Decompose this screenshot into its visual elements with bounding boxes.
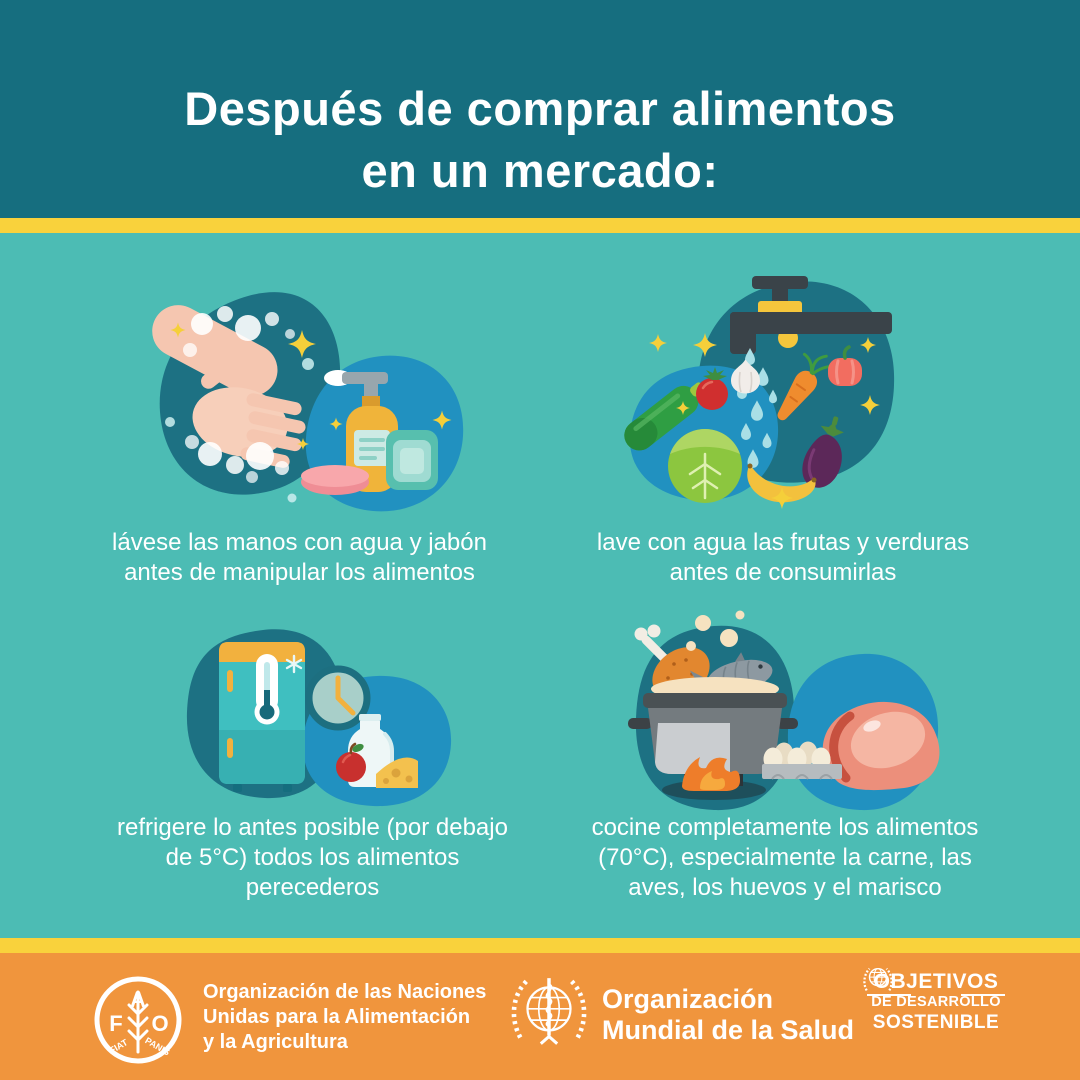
flame-icon bbox=[682, 757, 740, 791]
snowflake-icon bbox=[285, 654, 303, 674]
tip-wash-hands-caption: lávese las manos con agua y jabón antes … bbox=[112, 529, 487, 586]
fao-motto-fiat: FIAT bbox=[108, 1037, 130, 1056]
washing-fruits-vegetables-icon bbox=[624, 276, 895, 509]
wheat-stalk bbox=[127, 990, 149, 1054]
pot-icon bbox=[628, 677, 798, 786]
egg-carton-icon bbox=[762, 741, 842, 780]
tip-wash-produce-caption: lave con agua las frutas y verduras ante… bbox=[596, 529, 970, 586]
bottom-divider-stripe bbox=[0, 938, 1080, 953]
zucchini-icon bbox=[624, 382, 705, 451]
who-logo bbox=[506, 972, 592, 1058]
sdg-rule-left bbox=[867, 994, 911, 996]
cooking-pot-icon bbox=[628, 610, 940, 811]
fao-logo: F A O FIAT PANIS bbox=[92, 974, 184, 1066]
who-org-name: Organización Mundial de la Salud bbox=[602, 984, 855, 1045]
tomato-icon bbox=[696, 367, 728, 410]
refrigerator-clock-icon bbox=[186, 629, 452, 807]
fao-letter-o: O bbox=[151, 1011, 168, 1036]
tip-cook-illustration bbox=[588, 590, 988, 825]
fao-letter-a: A bbox=[130, 987, 146, 1012]
faucet-icon bbox=[730, 276, 892, 354]
cheese-icon bbox=[376, 757, 418, 788]
apple-icon bbox=[336, 742, 366, 782]
un-emblem-icon bbox=[863, 967, 893, 991]
sdg-title-line1: OBJETIVOS bbox=[873, 970, 999, 993]
page-title: Después de comprar alimentos en un merca… bbox=[184, 82, 896, 197]
tip-cook-caption: cocine completamente los alimentos (70°C… bbox=[591, 814, 979, 901]
clock-icon bbox=[305, 665, 371, 731]
banana-icon bbox=[747, 463, 817, 503]
tip-refrigerate-caption: refrigere lo antes posible (por debajo d… bbox=[117, 814, 508, 901]
soap-box-icon bbox=[386, 430, 438, 490]
who-emblem-icon bbox=[511, 978, 587, 1045]
thermometer-icon bbox=[254, 654, 280, 725]
sdg-rule-right bbox=[961, 994, 1005, 996]
eggplant-icon bbox=[802, 416, 844, 488]
refrigerator-icon bbox=[219, 642, 305, 792]
tip-wash-produce-illustration bbox=[600, 268, 980, 518]
top-divider-stripe bbox=[0, 218, 1080, 233]
bell-pepper-icon bbox=[828, 345, 862, 386]
sdg-title-line2: DE DESARROLLO bbox=[871, 994, 1001, 1010]
sdg-logo: OBJETIVOS DE DESARROLLO SOSTENIBLE bbox=[861, 964, 1011, 1034]
cabbage-icon bbox=[668, 429, 742, 503]
soap-bar-icon bbox=[301, 465, 369, 495]
garlic-icon bbox=[731, 360, 760, 394]
fao-letter-f: F bbox=[109, 1011, 122, 1036]
bubbles bbox=[686, 610, 745, 651]
fao-emblem-icon: F A O FIAT PANIS bbox=[94, 976, 182, 1064]
tip-refrigerate-illustration bbox=[155, 602, 485, 822]
sdg-title-line3: SOSTENIBLE bbox=[872, 1012, 1000, 1033]
hands-icon bbox=[152, 305, 306, 468]
header-band bbox=[0, 0, 1080, 218]
soap-bubbles bbox=[165, 306, 314, 503]
fao-org-name: Organización de las Naciones Unidas para… bbox=[203, 981, 487, 1053]
handwashing-soap-icon bbox=[152, 292, 464, 512]
tip-wash-hands-illustration bbox=[140, 272, 490, 522]
